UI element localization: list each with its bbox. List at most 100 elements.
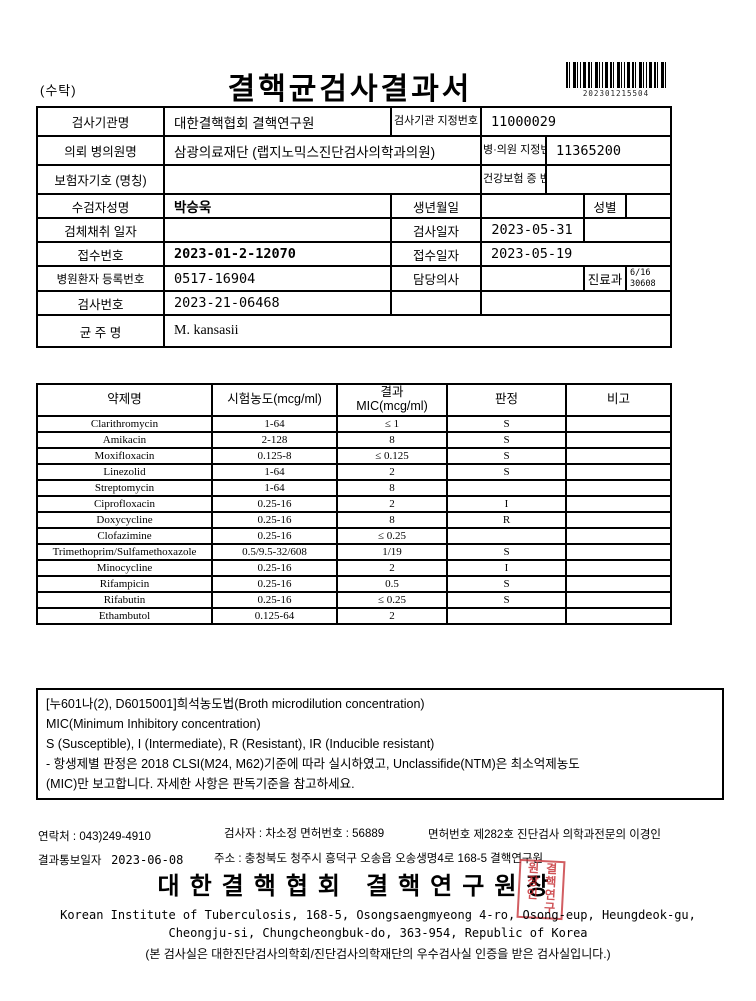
lab-no-label: 검사번호 (36, 290, 165, 316)
table-row: 수검자성명 박승욱 생년월일 성별 (36, 193, 673, 219)
table-row: 균 주 명 M. kansasii (36, 314, 673, 348)
note (565, 446, 672, 465)
note-line: [누601나(2), D6015001]희석농도법(Broth microdil… (46, 697, 425, 711)
note (565, 462, 672, 481)
english-address-line2: Cheongju-si, Chungcheongbuk-do, 363-954,… (168, 926, 588, 940)
note-line: S (Susceptible), I (Intermediate), R (Re… (46, 737, 435, 751)
drug-name: Doxycycline (36, 510, 213, 529)
empty-cell (479, 290, 673, 316)
mic-result: 1/19 (336, 542, 448, 561)
table-row: 보험자기호 (명칭) 건강보험 증 번 호 (36, 164, 673, 195)
drug-name: Moxifloxacin (36, 446, 213, 465)
drug-name: Amikacin (36, 430, 213, 449)
note (565, 478, 672, 497)
mic-result: ≤ 0.25 (336, 526, 448, 545)
note (565, 542, 672, 561)
table-row: Trimethoprim/Sulfamethoxazole 0.5/9.5-32/… (36, 542, 672, 561)
sex-value (624, 193, 673, 219)
test-concentration: 0.25-16 (211, 574, 338, 593)
interpretation: R (446, 510, 567, 529)
test-concentration: 0.125-8 (211, 446, 338, 465)
col-header-note: 비고 (565, 383, 672, 417)
table-row: Doxycycline 0.25-16 8 R (36, 510, 672, 529)
strain-value: M. kansasii (162, 314, 673, 348)
receipt-date-label: 접수일자 (390, 241, 482, 267)
receipt-no-value: 2023-01-2-12070 (163, 241, 392, 267)
mic-result: 2 (336, 606, 448, 625)
test-concentration: 2-128 (211, 430, 338, 449)
lab-no-value: 2023-21-06468 (163, 290, 392, 316)
interpretation: S (446, 446, 567, 465)
table-row: 접수번호 2023-01-2-12070 접수일자 2023-05-19 (36, 241, 673, 267)
testing-org-label: 검사기관명 (36, 106, 165, 137)
note-line: MIC(Minimum Inhibitory concentration) (46, 717, 261, 731)
pathologist-license: 면허번호 제282호 진단검사 의학과전문의 이경인 (428, 829, 661, 841)
interpretation: S (446, 414, 567, 433)
page-title: 결핵균검사결과서 (227, 73, 473, 106)
mic-result: 2 (336, 494, 448, 513)
barcode-number: 202301215504 (582, 89, 650, 98)
drug-name: Clarithromycin (36, 414, 213, 433)
mic-result: ≤ 0.25 (336, 590, 448, 609)
report-date-label: 결과통보일자 (38, 855, 102, 867)
table-row: Linezolid 1-64 2 S (36, 462, 672, 481)
accreditation-note: (본 검사실은 대한진단검사의학회/진단검사의학재단의 우수검사실 인증을 받은… (145, 947, 611, 961)
table-row: Clofazimine 0.25-16 ≤ 0.25 (36, 526, 672, 545)
drug-name: Clofazimine (36, 526, 213, 545)
health-ins-no-label: 건강보험 증 번 호 (480, 164, 547, 195)
consignment-label: (수탁) (40, 83, 77, 98)
interpretation: S (446, 590, 567, 609)
mic-result: 2 (336, 462, 448, 481)
insurer-label: 보험자기호 (명칭) (36, 164, 165, 195)
english-address-line1: Korean Institute of Tuberculosis, 168-5,… (60, 908, 696, 922)
interpretation: S (446, 430, 567, 449)
note (565, 526, 672, 545)
mic-result: ≤ 0.125 (336, 446, 448, 465)
hospital-patient-no-label: 병원환자 등록번호 (36, 265, 165, 292)
drug-name: Ciprofloxacin (36, 494, 213, 513)
table-header-row: 약제명 시험농도(mcg/ml) 결과 MIC(mcg/ml) 판정 비고 (36, 383, 672, 417)
test-concentration: 0.5/9.5-32/608 (211, 542, 338, 561)
insurer-value (163, 164, 482, 195)
table-row: Minocycline 0.25-16 2 I (36, 558, 672, 577)
interpretation: I (446, 558, 567, 577)
sex-label: 성별 (583, 193, 627, 219)
address-line: 주소 : 충청북도 청주시 흥덕구 오송읍 오송생명4로 168-5 결핵연구원 (214, 853, 544, 865)
testing-org-no-label: 검사기관 지정번호 (390, 106, 482, 137)
note (565, 590, 672, 609)
test-concentration: 1-64 (211, 414, 338, 433)
note (565, 430, 672, 449)
table-row: Amikacin 2-128 8 S (36, 430, 672, 449)
table-row: 병원환자 등록번호 0517-16904 담당의사 진료과 6/16 30608 (36, 265, 673, 292)
collection-date-value (163, 217, 392, 243)
table-row: Ciprofloxacin 0.25-16 2 I (36, 494, 672, 513)
table-row: 검사번호 2023-21-06468 (36, 290, 673, 316)
drug-name: Minocycline (36, 558, 213, 577)
birth-date-label: 생년월일 (390, 193, 482, 219)
mic-result: 2 (336, 558, 448, 577)
doctor-value (480, 265, 585, 292)
barcode-block: 202301215504 (566, 62, 666, 98)
drug-name: Rifampicin (36, 574, 213, 593)
patient-name-label: 수검자성명 (36, 193, 165, 219)
note (565, 414, 672, 433)
interpretation: S (446, 574, 567, 593)
empty-cell (582, 217, 673, 243)
col-header-mic-line1: 결과 (380, 385, 404, 399)
table-row: Rifabutin 0.25-16 ≤ 0.25 S (36, 590, 672, 609)
clinic-no-label: 병·의원 지정번호 (480, 135, 547, 166)
interpretation (446, 606, 567, 625)
mic-result: ≤ 1 (336, 414, 448, 433)
interpretation (446, 526, 567, 545)
mic-result: 8 (336, 510, 448, 529)
test-date-label: 검사일자 (390, 217, 482, 243)
test-concentration: 0.25-16 (211, 494, 338, 513)
receipt-no-label: 접수번호 (36, 241, 165, 267)
barcode-icon (566, 62, 666, 88)
receipt-date-value: 2023-05-19 (479, 241, 673, 267)
note-line: (MIC)만 보고합니다. 자세한 사항은 판독기준을 참고하세요. (46, 777, 355, 791)
testing-org-no-value: 11000029 (479, 106, 673, 137)
interpretation: S (446, 542, 567, 561)
